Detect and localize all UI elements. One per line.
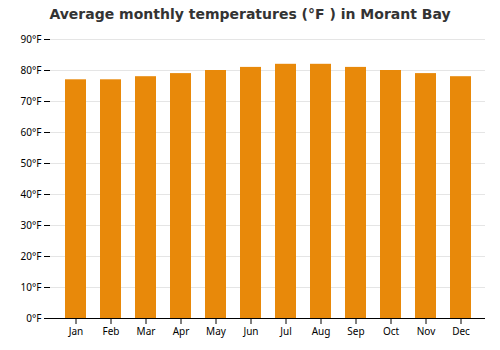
svg-text:70°F: 70°F	[21, 94, 42, 108]
svg-text:Jul: Jul	[279, 324, 292, 338]
svg-text:Apr: Apr	[173, 324, 190, 338]
svg-text:Oct: Oct	[383, 324, 400, 338]
svg-text:Jun: Jun	[242, 324, 258, 338]
svg-text:80°F: 80°F	[21, 63, 42, 77]
svg-text:Mar: Mar	[137, 324, 156, 338]
svg-text:0°F: 0°F	[26, 311, 41, 325]
svg-text:Nov: Nov	[417, 324, 436, 338]
svg-text:Sep: Sep	[347, 324, 364, 338]
svg-text:Jan: Jan	[68, 324, 84, 338]
svg-text:May: May	[206, 324, 227, 338]
svg-text:10°F: 10°F	[21, 280, 42, 294]
html-text:Average monthly temperatures (: Average monthly temperatures (°F ) in Mo…	[49, 6, 451, 22]
svg-text:50°F: 50°F	[21, 156, 42, 170]
svg-text:60°F: 60°F	[21, 125, 42, 139]
svg-text:20°F: 20°F	[21, 249, 42, 263]
svg-text:Feb: Feb	[103, 324, 120, 338]
svg-text:Dec: Dec	[452, 324, 470, 338]
svg-text:90°F: 90°F	[21, 32, 42, 46]
svg-text:40°F: 40°F	[21, 187, 42, 201]
svg-text:Aug: Aug	[312, 324, 331, 338]
svg-text:30°F: 30°F	[21, 218, 42, 232]
